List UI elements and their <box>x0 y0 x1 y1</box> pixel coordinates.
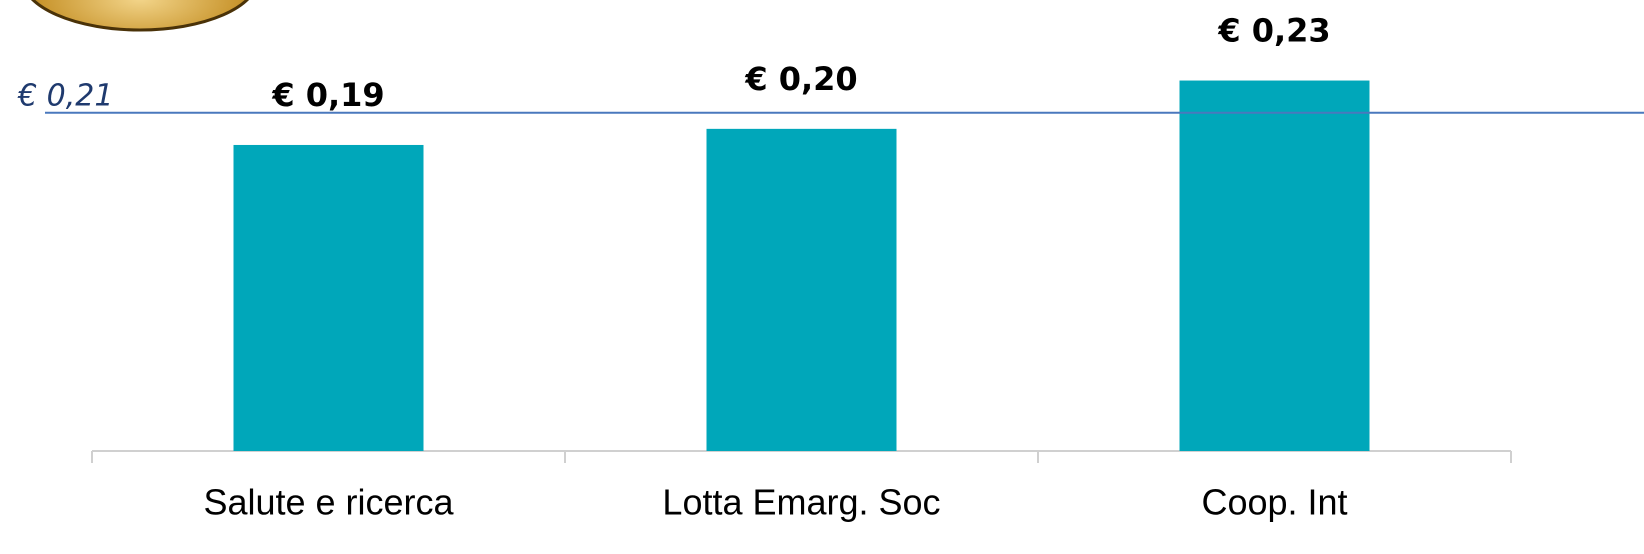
value-label: € 0,20 <box>744 60 857 98</box>
x-tick-label: Coop. Int <box>1201 482 1347 523</box>
coin-image <box>22 0 258 30</box>
bar <box>234 145 424 451</box>
x-tick-label: Salute e ricerca <box>203 482 454 523</box>
value-label: € 0,19 <box>271 76 384 114</box>
chart: € 0,19 Salute e ricerca € 0,20 Lotta Emarg.… <box>0 0 1644 554</box>
bar <box>1180 81 1370 451</box>
x-tick-label: Lotta Emarg. Soc <box>662 482 940 523</box>
value-label: € 0,23 <box>1217 12 1330 50</box>
reference-label: € 0,21 <box>17 78 113 113</box>
bar <box>707 129 897 451</box>
